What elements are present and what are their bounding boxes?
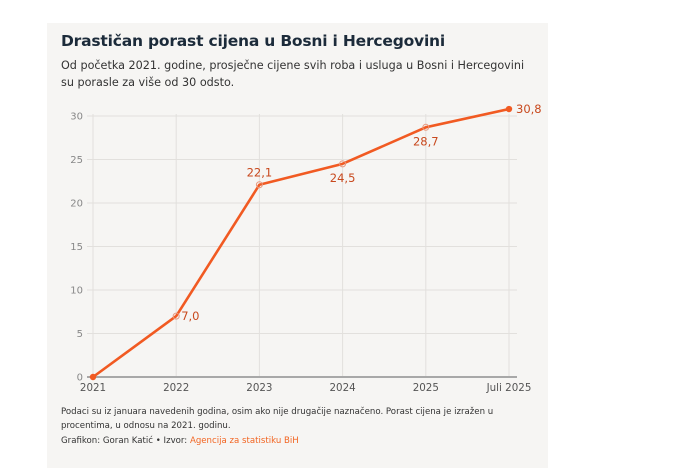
- credit-text: Grafikon: Goran Katić • Izvor:: [61, 436, 190, 446]
- data-label: 22,1: [247, 166, 273, 180]
- y-gridlines: [87, 115, 517, 378]
- data-label: 30,8: [516, 102, 542, 116]
- data-label: 7,0: [181, 309, 199, 323]
- y-tick-label: 5: [77, 329, 83, 340]
- data-point: [339, 160, 347, 168]
- chart-title: Drastičan porast cijena u Bosni i Herceg…: [61, 32, 446, 50]
- x-tick-label: 2021: [80, 382, 106, 394]
- data-point: [255, 181, 263, 189]
- y-tick-label: 30: [70, 112, 83, 123]
- x-tick-label: 2025: [413, 382, 439, 394]
- x-tick-labels: 2021 2022 2023 2024 2025 Juli 2025: [80, 382, 531, 394]
- y-tick-label: 25: [70, 155, 83, 166]
- x-gridlines: [92, 114, 510, 377]
- y-tick-labels: 0 5 10 15 20 25 30: [70, 112, 83, 384]
- series-line: [92, 107, 510, 379]
- y-tick-label: 0: [77, 373, 83, 384]
- data-point: [505, 105, 513, 113]
- y-tick-label: 10: [70, 286, 83, 297]
- source-link[interactable]: Agencija za statistiku BiH: [189, 436, 299, 446]
- y-tick-label: 15: [70, 242, 83, 253]
- x-tick-label: 2022: [163, 382, 189, 394]
- data-label: 24,5: [330, 171, 356, 185]
- data-point: [89, 373, 97, 381]
- y-tick-label: 20: [70, 199, 83, 210]
- x-tick-label: 2024: [329, 382, 355, 394]
- footnote: Podaci su iz januara navedenih godina, o…: [61, 407, 494, 431]
- chart-card: Drastičan porast cijena u Bosni i Herceg…: [47, 23, 548, 468]
- data-labels: 7,0 22,1 24,5 28,7 30,8: [181, 102, 541, 323]
- x-tick-label: 2023: [246, 382, 272, 394]
- data-point: [172, 312, 180, 320]
- data-point: [422, 123, 430, 131]
- data-label: 28,7: [413, 134, 439, 148]
- chart-subtitle: Od početka 2021. godine, prosječne cijen…: [61, 59, 525, 89]
- credit-line: Grafikon: Goran Katić • Izvor: Agencija …: [61, 436, 299, 446]
- x-tick-label: Juli 2025: [486, 382, 532, 394]
- data-points: [89, 105, 513, 381]
